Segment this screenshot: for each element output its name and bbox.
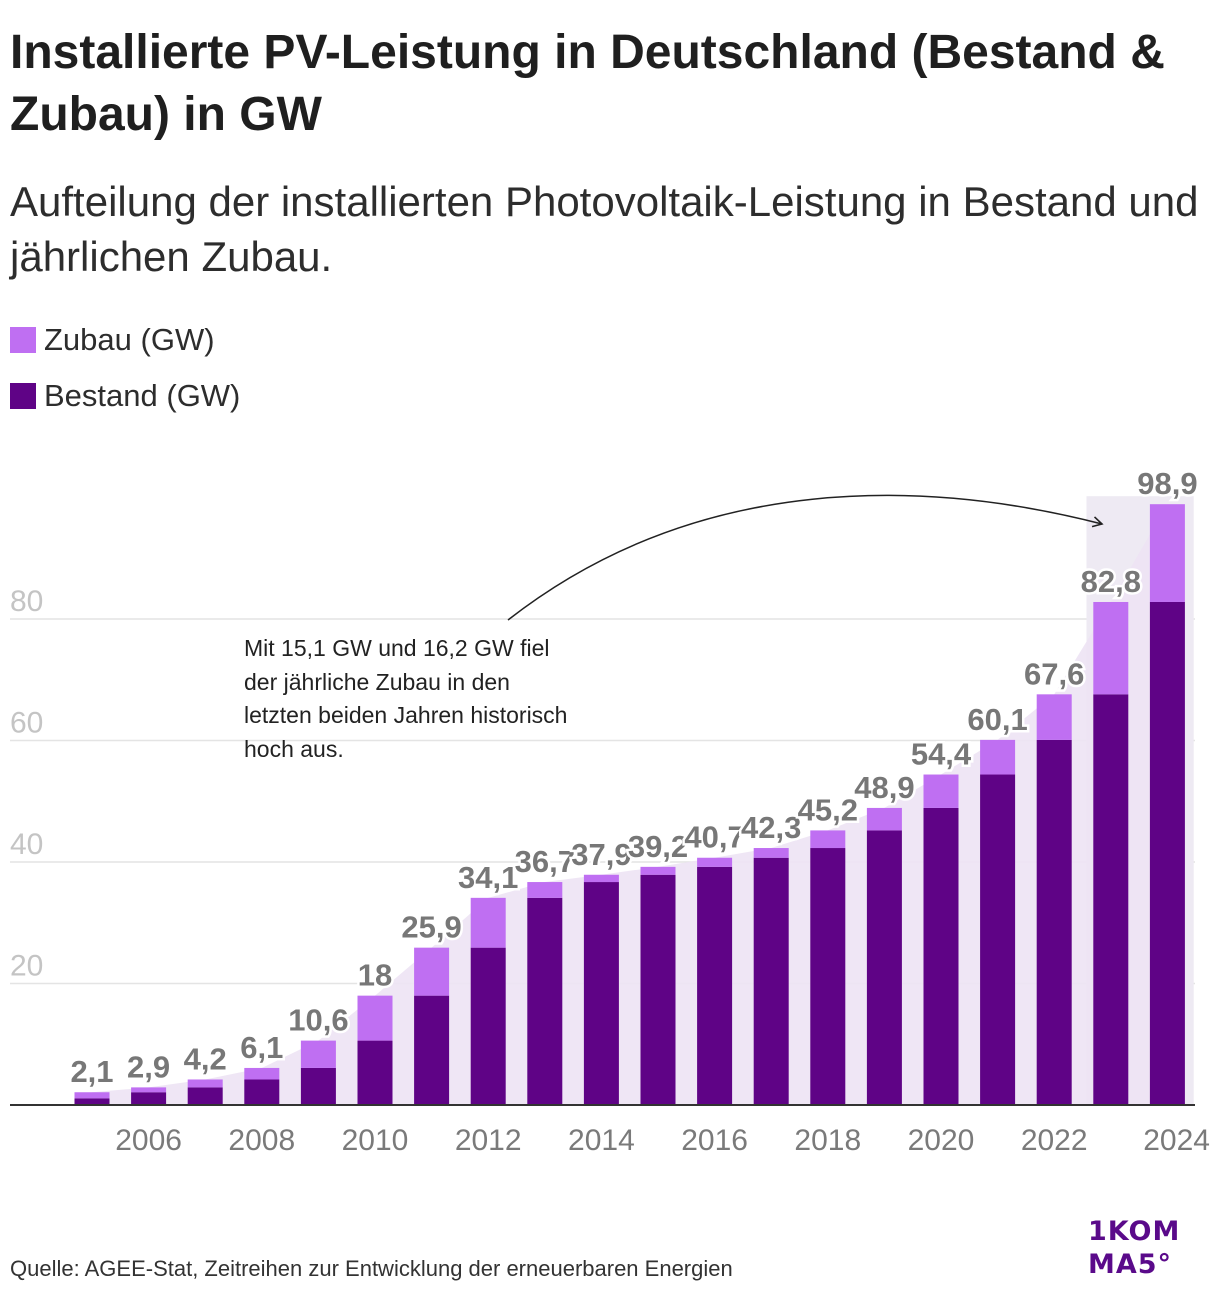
x-tick-label: 2018 <box>794 1124 861 1157</box>
bar-bestand-2011 <box>414 995 450 1105</box>
annotation-arrow <box>507 494 1104 621</box>
bar-bestand-2015 <box>640 874 676 1105</box>
value-label-2020: 54,4 <box>911 737 972 772</box>
chart-title: Installierte PV-Leistung in Deutschland … <box>10 26 1165 141</box>
x-tick-label: 2020 <box>908 1124 975 1157</box>
bar-zubau-2011 <box>414 947 450 996</box>
value-label-2007: 4,2 <box>184 1041 227 1076</box>
x-tick-label: 2008 <box>228 1124 295 1157</box>
total-area <box>74 504 1185 1105</box>
value-label-2023: 82,8 <box>1081 564 1141 599</box>
value-label-2010: 18 <box>358 958 392 993</box>
bar-bestand-2023 <box>1093 694 1129 1105</box>
value-label-2024: 98,9 <box>1137 466 1197 501</box>
logo-line-1: 1KOM <box>1088 1216 1181 1247</box>
chart-subtitle: Aufteilung der installierten Photovoltai… <box>10 178 1199 280</box>
bar-bestand-2008 <box>244 1079 280 1105</box>
bar-zubau-2020 <box>923 774 959 808</box>
x-tick-label: 2016 <box>681 1124 748 1157</box>
x-tick-label: 2014 <box>568 1124 635 1157</box>
legend-item-zubau: Zubau (GW) <box>10 312 240 368</box>
bar-zubau-2021 <box>980 739 1016 775</box>
bar-bestand-2016 <box>697 866 733 1105</box>
bar-bestand-2024 <box>1149 601 1185 1105</box>
bar-bestand-2005 <box>74 1098 110 1105</box>
value-label-2018: 45,2 <box>798 792 858 827</box>
bar-zubau-2016 <box>697 857 733 867</box>
value-label-2009: 10,6 <box>288 1003 348 1038</box>
legend-label-zubau: Zubau (GW) <box>44 322 215 357</box>
bar-zubau-2009 <box>300 1040 336 1068</box>
bar-zubau-2018 <box>810 830 846 849</box>
bar-bestand-2022 <box>1036 739 1072 1105</box>
bar-bestand-2021 <box>980 774 1016 1105</box>
bar-bestand-2020 <box>923 807 959 1105</box>
bar-zubau-2008 <box>244 1067 280 1080</box>
bar-zubau-2017 <box>753 848 789 858</box>
bar-bestand-2017 <box>753 857 789 1105</box>
bar-zubau-2019 <box>866 807 902 831</box>
bar-bestand-2012 <box>470 947 506 1105</box>
value-label-2014: 37,9 <box>571 837 631 872</box>
bar-zubau-2007 <box>187 1079 223 1088</box>
bar-zubau-2006 <box>131 1087 167 1093</box>
bar-zubau-2015 <box>640 866 676 875</box>
bar-zubau-2024 <box>1149 504 1185 602</box>
value-label-2006: 2,9 <box>127 1049 170 1084</box>
bar-bestand-2010 <box>357 1040 393 1105</box>
bar-bestand-2019 <box>866 830 902 1105</box>
value-label-2008: 6,1 <box>240 1030 283 1065</box>
bar-bestand-2006 <box>131 1092 167 1105</box>
x-tick-label: 2006 <box>115 1124 182 1157</box>
bar-zubau-2023 <box>1093 601 1129 695</box>
source-note: Quelle: AGEE-Stat, Zeitreihen zur Entwic… <box>10 1256 733 1281</box>
y-tick-label: 20 <box>10 950 43 983</box>
legend-swatch-zubau <box>10 327 36 353</box>
legend-item-bestand: Bestand (GW) <box>10 368 240 424</box>
bar-zubau-2013 <box>527 882 563 898</box>
bar-zubau-2010 <box>357 995 393 1041</box>
bar-bestand-2014 <box>583 882 619 1105</box>
x-tick-label: 2010 <box>342 1124 409 1157</box>
value-label-2005: 2,1 <box>70 1054 113 1089</box>
logo-line-2: MA5° <box>1088 1249 1173 1280</box>
bar-bestand-2018 <box>810 848 846 1105</box>
bar-zubau-2012 <box>470 897 506 948</box>
bar-zubau-2014 <box>583 874 619 883</box>
value-label-2021: 60,1 <box>967 702 1027 737</box>
bar-zubau-2005 <box>74 1092 110 1099</box>
legend-label-bestand: Bestand (GW) <box>44 378 241 413</box>
y-tick-label: 80 <box>10 585 43 618</box>
bar-bestand-2013 <box>527 897 563 1105</box>
value-label-2017: 42,3 <box>741 810 801 845</box>
bar-zubau-2022 <box>1036 694 1072 740</box>
value-label-2012: 34,1 <box>458 860 518 895</box>
bar-bestand-2007 <box>187 1087 223 1105</box>
value-label-2022: 67,6 <box>1024 656 1084 691</box>
legend-swatch-bestand <box>10 383 36 409</box>
bar-bestand-2009 <box>300 1067 336 1105</box>
value-label-2011: 25,9 <box>401 910 461 945</box>
x-tick-label: 2022 <box>1021 1124 1088 1157</box>
value-label-2019: 48,9 <box>854 770 914 805</box>
x-tick-label: 2024 <box>1143 1124 1210 1157</box>
x-tick-label: 2012 <box>455 1124 522 1157</box>
value-label-2015: 39,2 <box>628 829 688 864</box>
y-tick-label: 40 <box>10 828 43 861</box>
y-tick-label: 60 <box>10 707 43 740</box>
brand-logo: 1KOM MA5° <box>1088 1215 1198 1281</box>
value-label-2016: 40,7 <box>684 820 744 855</box>
value-label-2013: 36,7 <box>515 844 575 879</box>
legend: Zubau (GW) Bestand (GW) <box>10 312 240 424</box>
annotation-text: Mit 15,1 GW und 16,2 GW fiel der jährlic… <box>244 635 568 762</box>
